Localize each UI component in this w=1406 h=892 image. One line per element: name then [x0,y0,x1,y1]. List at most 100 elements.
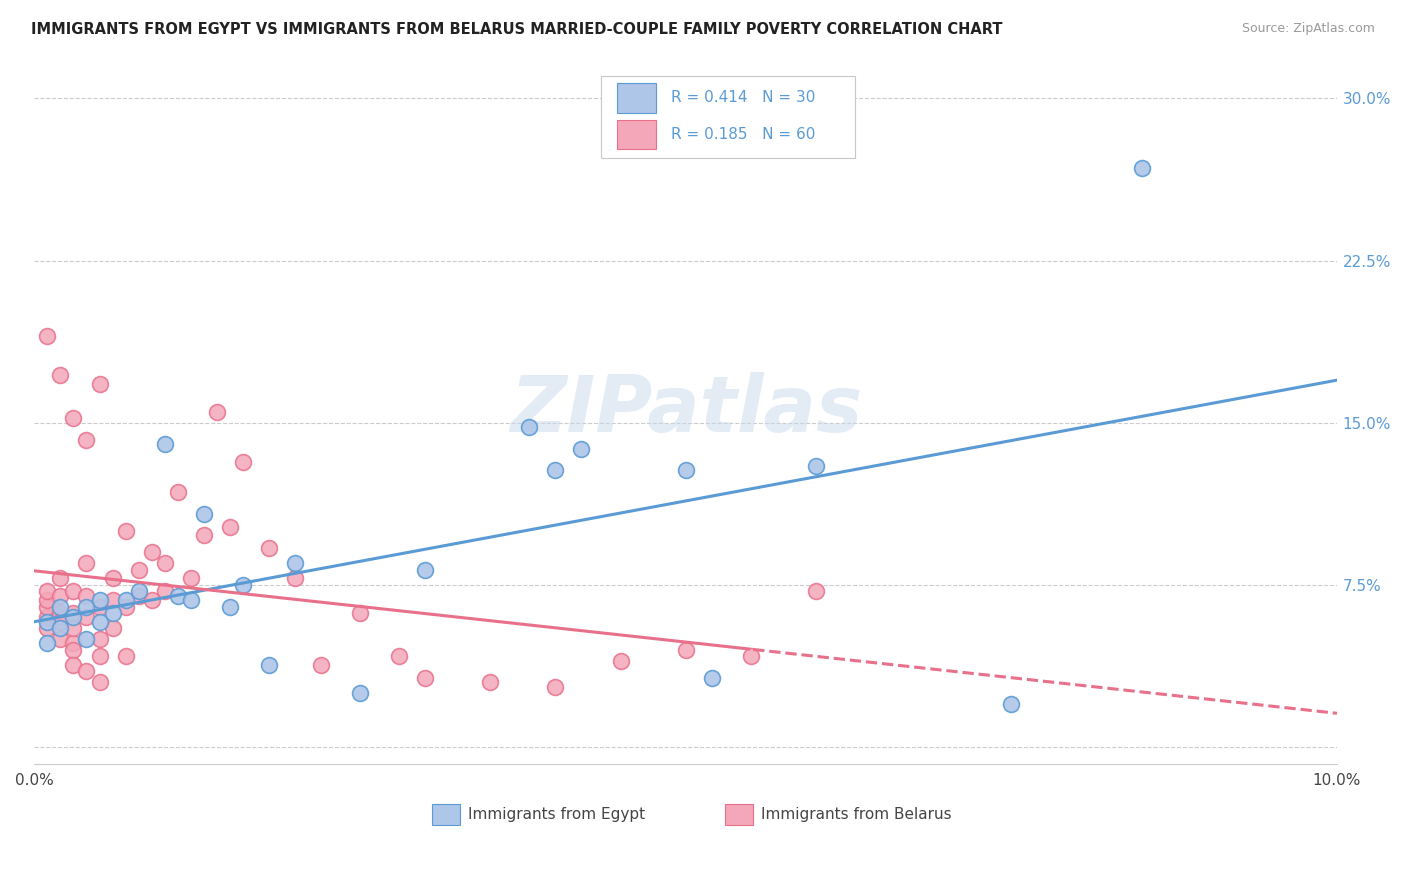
Point [76,557,98,571]
Point [114,524,136,538]
Point [76,632,98,646]
Point [166,589,188,603]
Point [284,557,307,571]
Point [62,584,84,599]
Point [62,636,84,650]
Point [49,599,72,614]
Point [62,642,84,657]
Point [62,610,84,624]
Point [89,675,111,690]
Point [675,463,697,477]
Point [114,649,136,664]
Point [218,599,240,614]
Point [128,584,150,599]
Point [62,657,84,672]
FancyBboxPatch shape [432,804,460,825]
Point [114,599,136,614]
Text: ZIPatlas: ZIPatlas [509,372,862,448]
Point [49,610,72,624]
Point [153,557,176,571]
Point [193,528,215,542]
Point [180,593,202,607]
Point [37,621,59,635]
Point [218,519,240,533]
FancyBboxPatch shape [600,77,855,158]
Point [517,420,540,434]
Point [205,405,228,419]
Point [609,654,631,668]
Point [257,541,280,556]
Point [37,584,59,599]
Point [141,593,163,607]
FancyBboxPatch shape [617,120,655,150]
Point [114,593,136,607]
Point [1000,697,1022,711]
Point [413,671,436,685]
Point [49,621,72,635]
Point [62,411,84,425]
Point [479,675,502,690]
Point [349,606,371,620]
Point [1130,161,1153,175]
Point [37,329,59,343]
Point [49,589,72,603]
Point [180,571,202,585]
Point [571,442,593,456]
Point [89,649,111,664]
FancyBboxPatch shape [617,83,655,112]
Text: Source: ZipAtlas.com: Source: ZipAtlas.com [1241,22,1375,36]
Point [101,593,124,607]
Point [101,606,124,620]
Point [284,571,307,585]
Point [804,458,827,473]
Point [76,433,98,447]
Point [89,376,111,391]
Point [675,642,697,657]
Point [413,563,436,577]
Text: R = 0.185   N = 60: R = 0.185 N = 60 [671,127,815,142]
Point [37,593,59,607]
Point [128,563,150,577]
Text: IMMIGRANTS FROM EGYPT VS IMMIGRANTS FROM BELARUS MARRIED-COUPLE FAMILY POVERTY C: IMMIGRANTS FROM EGYPT VS IMMIGRANTS FROM… [31,22,1002,37]
Point [388,649,411,664]
Point [76,599,98,614]
Point [544,463,567,477]
Point [128,589,150,603]
Point [166,485,188,500]
Point [153,584,176,599]
Point [37,599,59,614]
Point [49,615,72,629]
Point [89,615,111,629]
Point [257,657,280,672]
Point [76,589,98,603]
Point [62,621,84,635]
Point [89,599,111,614]
Point [37,610,59,624]
Point [89,593,111,607]
Point [37,615,59,629]
Text: R = 0.414   N = 30: R = 0.414 N = 30 [671,90,815,105]
Point [309,657,332,672]
Point [101,621,124,635]
Point [49,571,72,585]
Text: Immigrants from Egypt: Immigrants from Egypt [468,807,645,822]
Point [37,636,59,650]
Point [101,571,124,585]
Point [232,455,254,469]
Point [193,507,215,521]
Point [49,632,72,646]
Point [89,632,111,646]
Point [76,665,98,679]
Point [544,680,567,694]
Point [141,545,163,559]
FancyBboxPatch shape [724,804,754,825]
Point [62,606,84,620]
Text: Immigrants from Belarus: Immigrants from Belarus [761,807,952,822]
Point [153,437,176,451]
Point [740,649,762,664]
Point [76,610,98,624]
Point [700,671,723,685]
Point [49,606,72,620]
Point [49,368,72,383]
Point [232,578,254,592]
